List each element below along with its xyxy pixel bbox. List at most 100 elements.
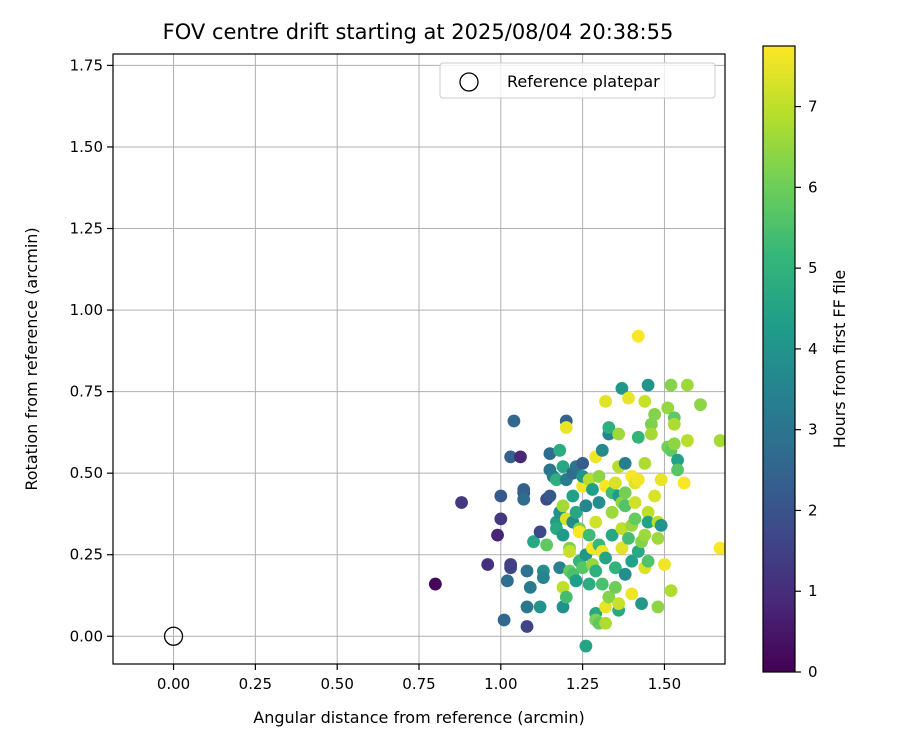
scatter-point [622,532,635,545]
scatter-point [713,541,725,555]
scatter-point [654,473,668,487]
x-tick-label: 0.75 [402,675,435,693]
scatter-point [540,538,554,552]
scatter-point [664,378,678,392]
y-tick-label: 1.25 [70,220,103,238]
scatter-point [602,421,616,434]
scatter-point [599,616,612,630]
scatter-point [631,430,645,444]
scatter-point [494,489,508,503]
scatter-point [569,574,583,588]
legend-marker-icon [459,72,479,92]
scatter-point [569,505,583,519]
scatter-point [543,447,557,460]
scatter-point [536,571,550,584]
x-tick-label: 1.00 [484,675,517,693]
scatter-point [680,434,694,447]
scatter-point [595,577,609,591]
x-tick-label: 0.50 [320,675,353,693]
scatter-point [638,456,652,470]
scatter-point [455,496,468,509]
scatter-point [589,564,603,578]
y-axis-label: Rotation from reference (arcmin) [22,227,41,490]
scatter-point [713,434,725,447]
scatter-point [615,522,629,536]
scatter-point [671,453,684,467]
scatter-point [667,437,681,451]
scatter-point [631,473,645,487]
scatter-point [566,489,580,503]
scatter-point [608,580,622,594]
scatter-point [680,378,694,392]
colorbar-tick-label: 0 [808,663,818,681]
scatter-point [694,398,707,412]
scatter-point [635,597,648,611]
scatter-point [556,600,570,614]
colorbar-tick-label: 2 [808,501,818,519]
y-tick-label: 1.00 [70,301,103,319]
scatter-point [602,590,616,604]
scatter-point [592,470,606,483]
scatter-point [651,532,665,545]
scatter-point [608,561,622,575]
legend: Reference platepar [439,62,716,99]
colorbar-frame [762,45,796,673]
scatter-point [520,620,534,633]
scatter-point [507,414,521,428]
scatter-point [625,587,639,601]
scatter-point [576,456,590,470]
scatter-point [641,515,655,529]
colorbar-ticks: 0 1 2 3 4 5 6 7 [795,98,818,681]
scatter-point [523,580,537,594]
scatter-point [599,551,612,565]
scatter-point [428,577,442,591]
scatter-point [559,590,573,604]
scatter-point [582,577,596,591]
scatter-point [661,401,675,415]
scatter-point [622,391,635,405]
y-tick-label: 1.50 [70,138,103,156]
legend-box [439,62,716,99]
scatter-point [556,528,570,542]
scatter-point [500,574,514,588]
x-axis-label: Angular distance from reference (arcmin) [253,708,584,727]
y-tick-label: 0.75 [70,383,103,401]
scatter-point [648,489,662,503]
scatter-point [494,512,508,526]
scatter-point [582,528,596,542]
colorbar-tick-label: 3 [808,421,818,439]
scatter-point [514,450,527,464]
colorbar-tick-label: 5 [808,259,818,277]
scatter-point [641,554,655,568]
scatter-point [615,541,629,555]
scatter-point [527,535,540,549]
y-tick-label: 0.50 [70,464,103,482]
colorbar-label: Hours from first FF file [830,270,849,449]
x-tick-label: 1.50 [648,675,681,693]
scatter-point [556,460,570,474]
scatter-point [612,427,626,441]
y-tick-label: 0.25 [70,546,103,564]
scatter-point [550,473,563,487]
scatter-point [615,381,629,395]
colorbar: 0 1 2 3 4 5 6 7 Hours from first FF file [762,45,849,681]
scatter-point [579,499,593,513]
scatter-point [667,417,681,431]
scatter-point [618,567,632,581]
scatter-point [556,499,570,513]
scatter-point [559,421,573,434]
reference-platepar-marker [163,626,184,646]
scatter-point [504,450,518,464]
scatter-point [631,545,645,558]
scatter-point [556,580,570,594]
y-tick-label: 1.75 [70,56,103,74]
scatter-point [553,443,567,457]
x-axis-ticks: 0.00 0.25 0.50 0.75 1.00 1.25 1.50 [157,664,681,693]
scatter-point [533,600,547,614]
scatter-point [582,473,596,487]
scatter-point [543,489,557,503]
scatter-point [671,463,684,477]
scatter-point [504,558,518,571]
